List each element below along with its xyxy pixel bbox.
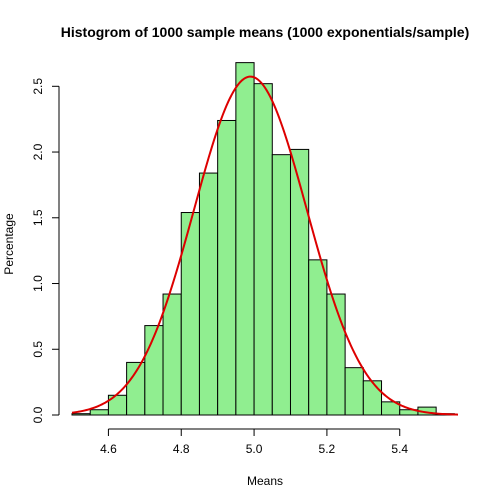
histogram-bar	[381, 401, 401, 416]
x-tick-label: 4.6	[100, 442, 117, 456]
histogram-bar	[289, 148, 310, 416]
histogram-bar	[253, 83, 273, 416]
y-axis-label: Percentage	[2, 213, 16, 275]
y-axis: 0.0 0.5 1.0 1.5 2.0 2.5	[31, 78, 60, 423]
histogram-bar	[326, 293, 346, 416]
y-tick-label: 1.5	[31, 209, 45, 226]
histogram-bar	[362, 380, 383, 416]
y-tick-label: 1.0	[31, 275, 45, 292]
histogram-bar	[71, 413, 91, 416]
x-tick-label: 4.8	[173, 442, 190, 456]
chart-title: Histogrom of 1000 sample means (1000 exp…	[61, 24, 470, 40]
histogram-bar	[235, 62, 255, 416]
x-tick-label: 5.4	[391, 442, 408, 456]
density-curve	[71, 75, 459, 416]
curve-layer	[71, 75, 459, 416]
x-axis-label: Means	[247, 474, 283, 488]
histogram-bar	[89, 409, 109, 416]
y-tick-label: 2.5	[31, 78, 45, 95]
bars-layer	[71, 62, 455, 416]
x-axis: 4.6 4.8 5.0 5.2 5.4	[100, 428, 408, 456]
y-tick-label: 2.0	[31, 143, 45, 160]
x-tick-label: 5.2	[319, 442, 336, 456]
y-tick-label: 0.5	[31, 341, 45, 358]
histogram-bar	[198, 172, 219, 416]
histogram-bar	[162, 293, 182, 416]
histogram-bar	[344, 367, 364, 416]
histogram-bar	[271, 154, 291, 416]
x-tick-label: 5.0	[246, 442, 263, 456]
histogram-bar	[217, 119, 237, 416]
histogram-bar	[308, 259, 328, 416]
y-tick-label: 0.0	[31, 406, 45, 423]
